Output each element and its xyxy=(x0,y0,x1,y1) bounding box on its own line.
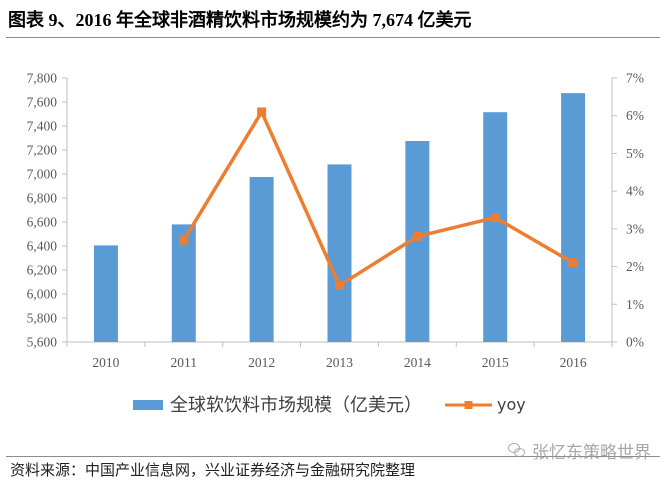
bar-2013 xyxy=(327,164,352,342)
yoy-line xyxy=(182,110,574,288)
yoy-marker-2015 xyxy=(490,213,500,223)
y-left-tick-label: 6,800 xyxy=(27,191,58,206)
watermark-text: 张忆东策略世界 xyxy=(532,442,651,463)
y-right-tick-label: 5% xyxy=(626,146,644,161)
x-tick-label-2015: 2015 xyxy=(482,355,509,370)
x-tick-label-2012: 2012 xyxy=(248,355,275,370)
y-left-tick-label: 6,600 xyxy=(27,215,58,230)
legend-line-marker xyxy=(464,401,473,409)
x-tick-label-2010: 2010 xyxy=(92,355,119,370)
bar-2012 xyxy=(249,177,274,342)
legend: 全球软饮料市场规模（亿美元） yoy xyxy=(133,395,526,416)
y-left-tick-label: 7,200 xyxy=(27,143,58,158)
wechat-icon xyxy=(508,442,526,458)
axes: 5,600 5,800 6,000 6,200 6,400 6,600 6,800 7,000… xyxy=(27,71,644,371)
y-left-tick-label: 5,800 xyxy=(27,311,58,326)
y-left-tick-label: 6,000 xyxy=(27,287,58,302)
y-right-tick-label: 4% xyxy=(626,184,644,199)
y-right-tick-label: 0% xyxy=(626,335,644,350)
y-left-tick-label: 7,000 xyxy=(27,167,58,182)
chart-title: 图表 9、2016 年全球非酒精饮料市场规模约为 7,674 亿美元 xyxy=(8,10,472,30)
legend-bar-swatch xyxy=(133,400,163,410)
yoy-marker-2014 xyxy=(412,231,422,241)
y-left-tick-label: 5,600 xyxy=(27,335,58,350)
x-tick-label-2013: 2013 xyxy=(326,355,353,370)
y-left-tick-label: 7,600 xyxy=(27,95,58,110)
x-tick-label-2016: 2016 xyxy=(560,355,587,370)
y-left-tick-label: 6,400 xyxy=(27,239,58,254)
y-right-tick-label: 6% xyxy=(626,108,644,123)
x-tick-label-2011: 2011 xyxy=(171,355,198,370)
yoy-marker-2013 xyxy=(335,280,344,290)
yoy-marker-2011 xyxy=(179,235,189,245)
y-right-tick-label: 3% xyxy=(626,221,644,236)
y-right-tick-label: 2% xyxy=(626,259,644,274)
y-left-tick-label: 7,400 xyxy=(27,119,58,134)
y-right-tick-label: 1% xyxy=(626,297,644,312)
legend-bar-label: 全球软饮料市场规模（亿美元） xyxy=(170,395,422,416)
y-right-tick-label: 7% xyxy=(626,71,644,86)
legend-line-label: yoy xyxy=(497,395,526,414)
yoy-marker-2012 xyxy=(257,107,267,117)
yoy-series xyxy=(179,107,578,290)
watermark: 张忆东策略世界 xyxy=(508,440,651,463)
title-divider xyxy=(6,37,660,38)
y-left-tick-label: 6,200 xyxy=(27,263,58,278)
y-left-tick-label: 7,800 xyxy=(27,71,58,86)
source-divider xyxy=(6,456,660,457)
yoy-marker-2016 xyxy=(568,258,578,268)
bar-2010 xyxy=(93,245,118,342)
bar-2016 xyxy=(561,93,586,343)
bar-2015 xyxy=(483,112,508,342)
bar-series xyxy=(93,93,586,343)
source-note: 资料来源：中国产业信息网，兴业证券经济与金融研究院整理 xyxy=(10,461,416,479)
x-tick-label-2014: 2014 xyxy=(404,355,431,370)
